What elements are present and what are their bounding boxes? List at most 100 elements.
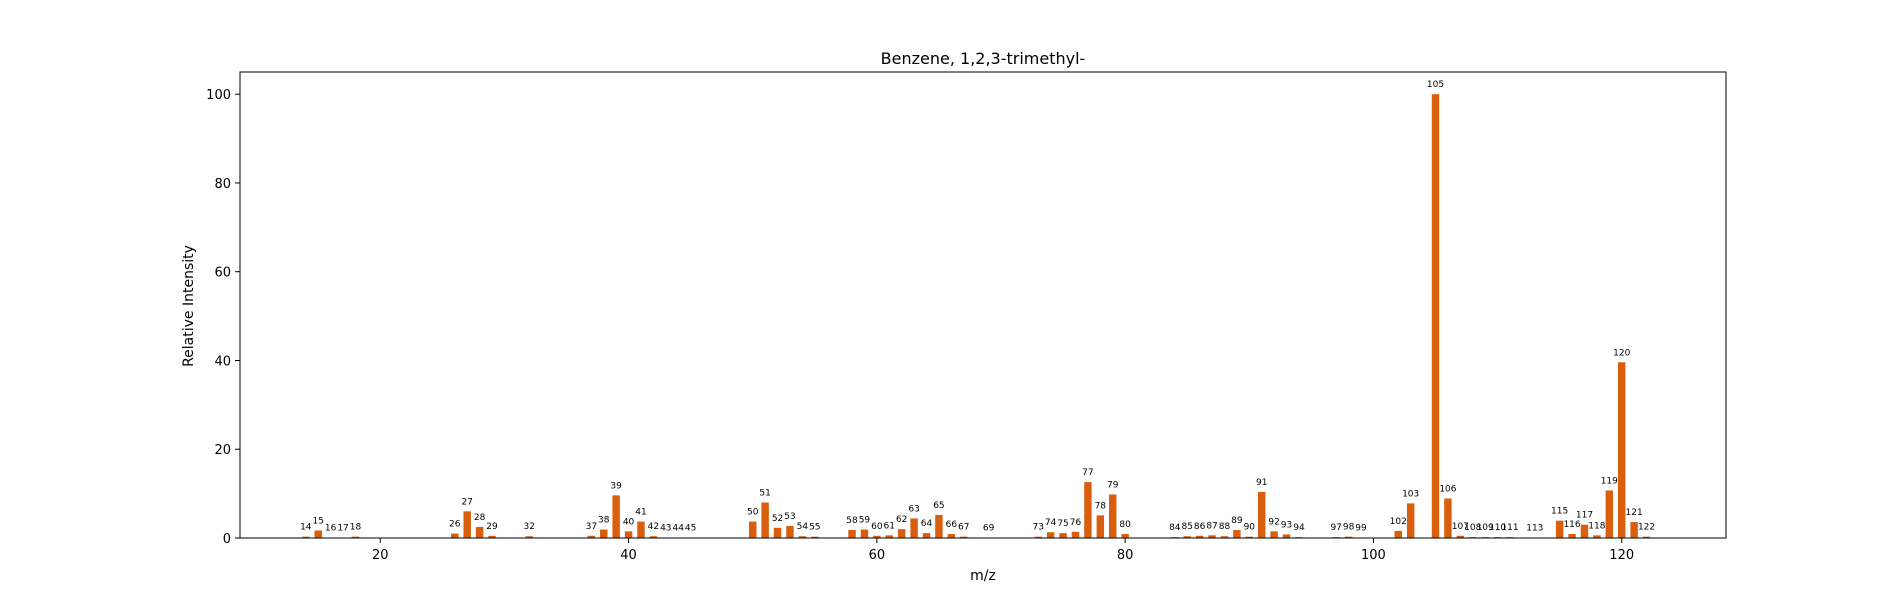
chart-title: Benzene, 1,2,3-trimethyl- [881, 49, 1086, 68]
bar-label-mz-97: 97 [1330, 523, 1341, 533]
bar-label-mz-76: 76 [1070, 518, 1082, 528]
bar-label-mz-53: 53 [784, 512, 795, 522]
y-tick-label: 40 [214, 354, 231, 369]
bar-label-mz-90: 90 [1244, 523, 1256, 533]
bar-mz-79 [1109, 495, 1116, 538]
bar-mz-50 [749, 522, 756, 538]
bar-label-mz-111: 111 [1501, 523, 1518, 533]
bar-label-mz-15: 15 [312, 516, 323, 526]
bar-label-mz-102: 102 [1390, 517, 1407, 527]
bar-mz-74 [1047, 532, 1054, 538]
bar-label-mz-50: 50 [747, 508, 759, 518]
bar-mz-77 [1084, 482, 1091, 538]
bars-layer [302, 94, 1650, 538]
bar-label-mz-69: 69 [983, 524, 995, 534]
bar-label-mz-118: 118 [1588, 521, 1605, 531]
bar-label-mz-51: 51 [759, 489, 770, 499]
bar-label-mz-54: 54 [797, 522, 809, 532]
bar-label-mz-43: 43 [660, 524, 671, 534]
bar-label-mz-58: 58 [846, 516, 858, 526]
bar-mz-63 [910, 518, 917, 538]
bar-label-mz-117: 117 [1576, 511, 1593, 521]
x-tick-label: 100 [1361, 548, 1386, 563]
bar-mz-103 [1407, 503, 1414, 538]
bar-label-mz-32: 32 [524, 522, 535, 532]
bar-label-mz-65: 65 [933, 501, 944, 511]
bar-label-mz-85: 85 [1181, 522, 1192, 532]
bar-label-mz-98: 98 [1343, 523, 1355, 533]
bar-label-mz-77: 77 [1082, 468, 1093, 478]
bar-label-mz-66: 66 [946, 520, 958, 530]
bar-label-mz-115: 115 [1551, 507, 1568, 517]
bar-label-mz-93: 93 [1281, 520, 1292, 530]
bar-label-mz-16: 16 [325, 524, 337, 534]
x-tick-label: 60 [869, 548, 886, 563]
x-axis-ticks: 20 40 60 80 100 120 [372, 538, 1634, 563]
bar-mz-116 [1568, 534, 1575, 538]
bar-mz-75 [1059, 533, 1066, 538]
bar-label-mz-106: 106 [1439, 485, 1456, 495]
bar-label-mz-52: 52 [772, 514, 783, 524]
y-tick-label: 20 [214, 443, 231, 458]
bar-label-mz-29: 29 [486, 522, 498, 532]
bar-mz-105 [1432, 94, 1439, 538]
bar-label-mz-14: 14 [300, 523, 312, 533]
bar-mz-58 [848, 530, 855, 538]
bar-label-mz-119: 119 [1601, 477, 1618, 487]
bar-mz-53 [786, 526, 793, 538]
y-tick-label: 80 [214, 177, 231, 192]
bar-label-mz-27: 27 [461, 497, 472, 507]
bar-mz-41 [637, 522, 644, 538]
bar-mz-119 [1606, 491, 1613, 538]
bar-label-mz-39: 39 [610, 481, 622, 491]
bar-label-mz-116: 116 [1563, 520, 1580, 530]
bar-label-mz-37: 37 [586, 522, 597, 532]
bar-mz-40 [625, 531, 632, 538]
bar-label-mz-80: 80 [1119, 520, 1131, 530]
bar-mz-91 [1258, 492, 1265, 538]
bar-label-mz-38: 38 [598, 516, 610, 526]
bar-mz-89 [1233, 530, 1240, 538]
bar-mz-76 [1072, 532, 1079, 538]
bar-mz-52 [774, 528, 781, 538]
bar-mz-120 [1618, 362, 1625, 538]
bar-label-mz-28: 28 [474, 513, 486, 523]
bar-label-mz-42: 42 [648, 522, 659, 532]
bar-mz-106 [1444, 499, 1451, 539]
bar-label-mz-79: 79 [1107, 481, 1119, 491]
bar-mz-62 [898, 529, 905, 538]
bar-label-mz-74: 74 [1045, 518, 1057, 528]
y-tick-label: 60 [214, 266, 231, 281]
bar-mz-28 [476, 527, 483, 538]
x-tick-label: 80 [1117, 548, 1134, 563]
bar-mz-51 [761, 503, 768, 539]
bar-label-mz-86: 86 [1194, 522, 1206, 532]
bar-mz-15 [314, 530, 321, 538]
bar-label-mz-55: 55 [809, 523, 820, 533]
bar-label-mz-61: 61 [884, 521, 895, 531]
x-tick-label: 20 [372, 548, 389, 563]
y-tick-label: 0 [223, 532, 231, 547]
bar-label-mz-67: 67 [958, 523, 969, 533]
bar-mz-64 [923, 533, 930, 538]
bar-label-mz-64: 64 [921, 519, 933, 529]
bar-label-mz-62: 62 [896, 515, 907, 525]
plot-area-frame [240, 72, 1726, 538]
bar-label-mz-75: 75 [1057, 519, 1068, 529]
x-tick-label: 40 [620, 548, 637, 563]
bar-mz-117 [1581, 525, 1588, 538]
x-tick-label: 120 [1609, 548, 1634, 563]
bar-mz-80 [1121, 534, 1128, 538]
bar-mz-93 [1283, 534, 1290, 538]
bar-label-mz-63: 63 [908, 504, 919, 514]
bar-mz-92 [1270, 531, 1277, 538]
bar-label-mz-105: 105 [1427, 80, 1444, 90]
bar-mz-102 [1395, 531, 1402, 538]
bar-label-mz-45: 45 [685, 524, 696, 534]
bar-label-mz-99: 99 [1355, 524, 1367, 534]
bar-label-mz-103: 103 [1402, 489, 1419, 499]
